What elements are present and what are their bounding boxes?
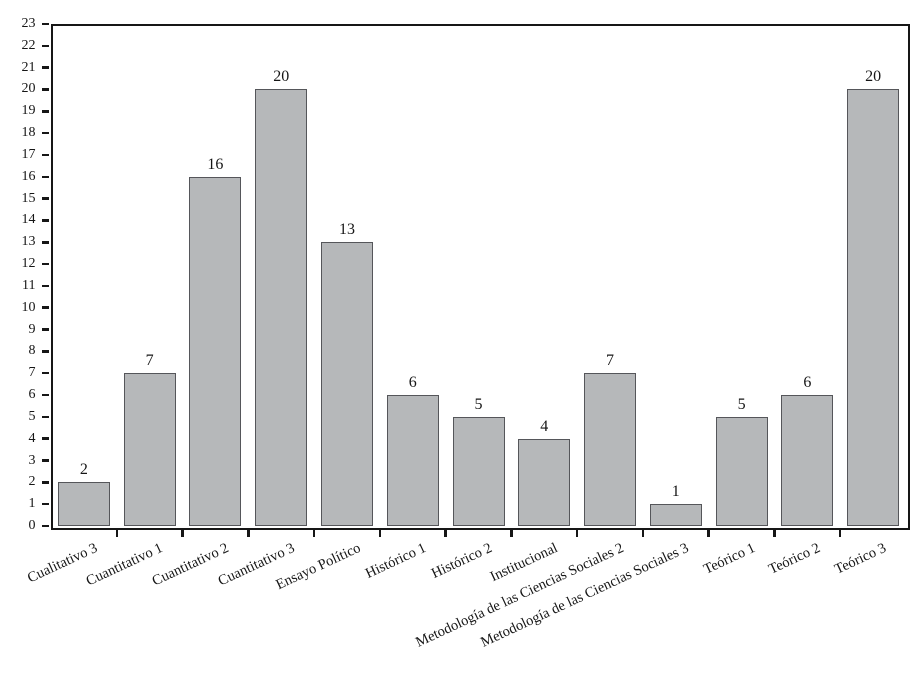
bar <box>189 176 242 526</box>
bar <box>386 395 439 526</box>
y-axis-tick-label: 19 <box>21 103 36 119</box>
y-axis-tick <box>41 66 49 69</box>
x-axis-tick <box>773 528 776 537</box>
y-axis-tick <box>41 219 49 222</box>
y-axis-tick <box>41 502 49 506</box>
y-axis-tick-label: 7 <box>28 365 36 381</box>
y-axis-tick <box>41 153 49 157</box>
bar <box>847 89 900 526</box>
bar-value-label: 6 <box>408 374 417 392</box>
y-axis-tick-label: 0 <box>28 518 36 533</box>
y-axis-tick <box>41 524 49 528</box>
y-axis-tick <box>41 22 49 26</box>
bar <box>255 89 308 526</box>
y-axis-tick-label: 13 <box>21 234 36 250</box>
y-axis-tick-label: 1 <box>28 496 36 512</box>
y-axis-tick-label: 5 <box>28 408 36 424</box>
x-axis-tick <box>707 528 710 537</box>
y-axis-tick-label: 8 <box>28 343 36 359</box>
bar <box>123 373 176 526</box>
y-axis-tick <box>41 131 49 135</box>
y-axis-tick <box>41 175 49 179</box>
x-axis-tick <box>838 528 842 537</box>
y-axis-tick <box>41 393 49 397</box>
y-axis-tick-label: 21 <box>21 59 36 75</box>
y-axis-tick <box>41 459 49 462</box>
bar-value-label: 16 <box>207 155 224 173</box>
x-axis-category-label: Teórico 1 <box>700 540 758 578</box>
x-axis-tick <box>247 528 250 537</box>
bar-value-label: 13 <box>338 221 355 239</box>
y-axis-tick <box>41 197 49 200</box>
y-axis-tick-label: 15 <box>21 190 36 206</box>
x-axis-tick <box>378 528 382 537</box>
bar-value-label: 6 <box>803 374 812 392</box>
bar <box>649 504 702 526</box>
bar-value-label: 7 <box>145 352 154 370</box>
y-axis-tick <box>41 306 49 309</box>
x-axis-tick <box>181 528 184 537</box>
y-axis-tick-label: 22 <box>21 37 36 53</box>
x-axis-tick <box>510 528 513 537</box>
bar-value-label: 1 <box>671 483 680 501</box>
bar-value-label: 7 <box>606 352 615 370</box>
bar <box>781 395 834 526</box>
y-axis-tick-label: 3 <box>28 452 36 468</box>
y-axis-tick-label: 2 <box>28 474 36 490</box>
y-axis-tick <box>41 350 49 353</box>
y-axis-tick-label: 14 <box>21 212 36 228</box>
x-axis-tick <box>575 528 579 537</box>
y-axis-tick <box>41 415 49 419</box>
y-axis-tick <box>41 328 49 331</box>
bar-value-label: 2 <box>79 461 88 479</box>
bar <box>57 482 110 526</box>
x-axis-tick <box>312 528 316 537</box>
bar-value-label: 20 <box>273 68 290 86</box>
y-axis-tick-label: 9 <box>28 321 36 337</box>
bar <box>518 438 571 526</box>
y-axis-tick <box>41 481 49 484</box>
y-axis-tick-label: 17 <box>21 146 36 162</box>
bar <box>320 242 373 526</box>
x-axis-tick <box>641 528 645 537</box>
x-axis-category-label: Histórico 1 <box>362 540 429 582</box>
y-axis-tick <box>41 371 49 375</box>
bar <box>715 416 768 526</box>
bar-value-label: 20 <box>865 68 882 86</box>
y-axis-tick <box>41 262 49 266</box>
y-axis-tick-label: 11 <box>22 277 36 293</box>
y-axis-tick <box>41 44 49 48</box>
y-axis-tick <box>41 284 49 288</box>
bar-value-label: 5 <box>474 395 483 413</box>
bar <box>584 373 637 526</box>
y-axis-tick <box>41 110 49 113</box>
y-axis-tick <box>41 241 49 244</box>
y-axis-tick-label: 10 <box>21 299 36 315</box>
y-axis-tick-label: 6 <box>28 387 36 403</box>
bar <box>452 416 505 526</box>
y-axis-tick-label: 12 <box>21 256 36 272</box>
y-axis-tick-label: 20 <box>21 81 36 97</box>
y-axis-tick-label: 18 <box>21 125 36 141</box>
x-axis-tick <box>115 528 119 537</box>
x-axis-category-label: Teórico 3 <box>832 540 889 578</box>
y-axis-tick-label: 4 <box>28 430 36 446</box>
x-axis-category-label: Teórico 2 <box>766 540 824 578</box>
x-axis-category-label: Histórico 2 <box>428 540 495 582</box>
y-axis-tick <box>41 88 49 91</box>
x-axis-tick <box>444 528 447 537</box>
y-axis-tick-label: 16 <box>21 168 36 184</box>
y-axis-tick <box>41 437 49 440</box>
bar-value-label: 4 <box>540 417 549 435</box>
bar-value-label: 5 <box>737 395 746 413</box>
y-axis-tick-label: 23 <box>21 16 36 31</box>
